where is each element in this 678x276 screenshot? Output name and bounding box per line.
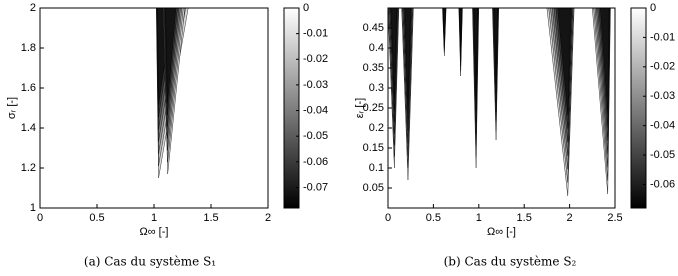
colorbar-tick-label: -0.06: [303, 156, 328, 168]
x-tick-label: 0: [37, 212, 43, 224]
colorbar: [630, 7, 647, 209]
y-tick-label: 0.25: [363, 102, 384, 114]
x-tick-label: 1.5: [517, 212, 532, 224]
x-tick-label: 0.5: [89, 212, 104, 224]
y-tick-label: 0.4: [369, 42, 384, 54]
colorbar: [283, 7, 300, 209]
x-tick-label: 2.5: [607, 212, 622, 224]
y-tick-label: 0.2: [369, 122, 384, 134]
colorbar-tick-label: -0.02: [650, 61, 675, 73]
x-tick-label: 2: [265, 212, 271, 224]
x-tick-label: 1: [151, 212, 157, 224]
colorbar-tick-label: 0: [303, 2, 309, 14]
x-tick-label: 0: [385, 212, 391, 224]
y-tick-label: 0.15: [363, 142, 384, 154]
y-tick-label: 1: [30, 202, 36, 214]
y-axis-label: εᵣ [-]: [354, 98, 366, 118]
colorbar-tick-label: -0.05: [650, 149, 675, 161]
colorbar-tick-label: -0.05: [303, 130, 328, 142]
colorbar-tick-label: -0.04: [650, 120, 675, 132]
y-tick-label: 0.35: [363, 62, 384, 74]
contour-region: [546, 7, 575, 197]
contour-region: [401, 7, 414, 181]
x-axis-label: Ω∞ [-]: [487, 226, 516, 238]
colorbar-tick-label: -0.01: [303, 28, 328, 40]
colorbar-tick-label: -0.04: [303, 104, 328, 116]
x-axis-label: Ω∞ [-]: [140, 226, 169, 238]
colorbar-tick-label: -0.07: [303, 181, 328, 193]
colorbar-tick-label: 0: [650, 2, 656, 14]
contour-region: [492, 7, 499, 141]
colorbar-tick-label: -0.03: [650, 90, 675, 102]
colorbar-tick-label: -0.01: [650, 31, 675, 43]
colorbar-tick-label: -0.03: [303, 79, 328, 91]
y-tick-label: 1.6: [21, 82, 36, 94]
x-tick-label: 2: [567, 212, 573, 224]
contour-region: [458, 7, 463, 77]
x-tick-label: 0.5: [426, 212, 441, 224]
y-tick-label: 0.3: [369, 82, 384, 94]
y-axis-label: σᵣ [-]: [6, 97, 18, 119]
y-tick-label: 1.2: [21, 162, 36, 174]
y-tick-label: 1.8: [21, 42, 36, 54]
plot-area: [40, 8, 268, 208]
y-tick-label: 0.1: [369, 162, 384, 174]
contour-region: [472, 7, 480, 169]
y-tick-label: 0.45: [363, 22, 384, 34]
x-tick-label: 1.5: [203, 212, 218, 224]
y-tick-label: 2: [30, 2, 36, 14]
colorbar-tick-label: -0.02: [303, 53, 328, 65]
plot-area: [388, 8, 615, 208]
y-tick-label: 1.4: [21, 122, 36, 134]
caption: (b) Cas du système S₂: [444, 255, 577, 269]
contour-region: [592, 7, 611, 195]
x-tick-label: 1: [476, 212, 482, 224]
colorbar-tick-label: -0.06: [650, 178, 675, 190]
contour-region: [162, 7, 186, 175]
y-tick-label: 0.05: [363, 182, 384, 194]
caption: (a) Cas du système S₁: [84, 255, 216, 269]
